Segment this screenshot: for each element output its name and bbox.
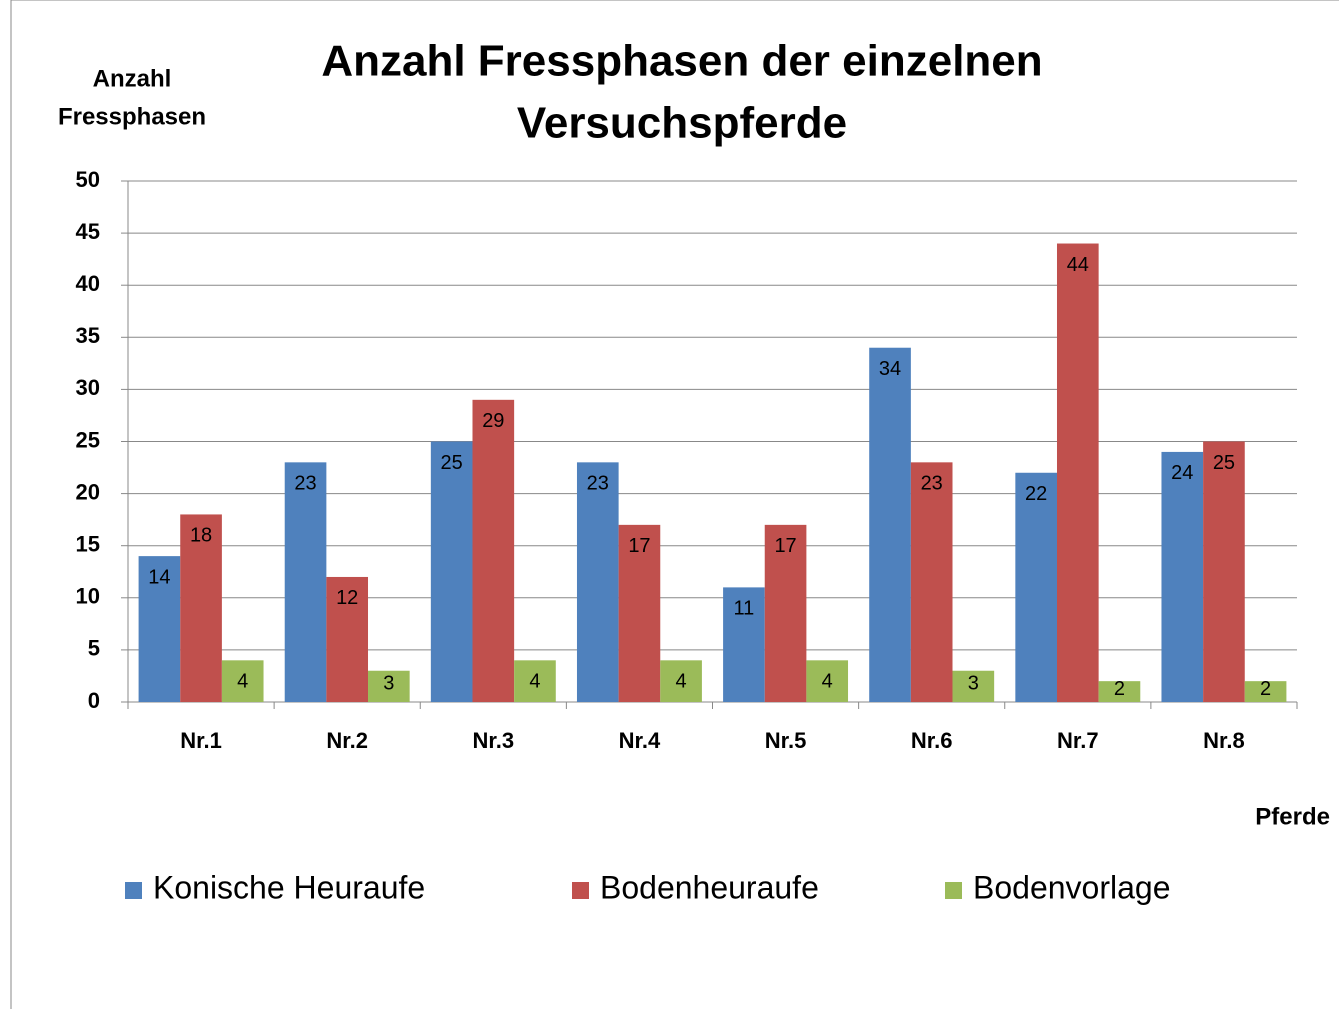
y-tick-label: 45	[76, 219, 100, 244]
bar	[1015, 472, 1057, 702]
x-tick-label: Nr.1	[180, 728, 222, 753]
bar	[326, 576, 369, 702]
data-label: 22	[1025, 483, 1047, 505]
x-tick-label: Nr.5	[765, 728, 807, 753]
data-label: 4	[676, 671, 687, 693]
data-label: 29	[482, 410, 504, 432]
bar	[1203, 441, 1245, 702]
y-tick-label: 30	[76, 375, 100, 400]
legend-swatch	[572, 882, 589, 899]
data-label: 25	[441, 452, 463, 474]
bar	[660, 660, 702, 702]
y-tick-label: 10	[76, 584, 100, 609]
legend-label: Bodenheuraufe	[600, 869, 819, 905]
bar	[806, 660, 849, 702]
data-label: 17	[628, 535, 650, 557]
chart-title: Versuchspferde	[517, 99, 847, 148]
data-label: 24	[1171, 462, 1193, 484]
data-label: 17	[774, 535, 796, 557]
data-label: 4	[529, 671, 540, 693]
data-label: 44	[1067, 254, 1089, 276]
y-tick-label: 40	[76, 271, 100, 296]
legend-label: Konische Heuraufe	[153, 869, 425, 905]
data-label: 23	[294, 473, 316, 495]
y-tick-label: 35	[76, 323, 100, 348]
y-tick-label: 50	[76, 167, 100, 192]
bar	[910, 462, 953, 702]
bar	[1161, 451, 1204, 702]
data-label: 2	[1114, 678, 1125, 700]
frame	[10, 0, 1339, 1009]
bar	[869, 347, 911, 702]
data-label: 11	[734, 598, 755, 620]
bar	[138, 556, 181, 702]
data-label: 12	[336, 587, 358, 609]
bar	[1098, 681, 1141, 702]
bar	[764, 524, 807, 702]
x-tick-label: Nr.2	[326, 728, 368, 753]
x-tick-label: Nr.7	[1057, 728, 1099, 753]
data-label: 3	[383, 673, 394, 695]
bar	[221, 660, 264, 702]
bar	[472, 399, 515, 702]
bar	[180, 514, 222, 702]
bar	[576, 462, 619, 702]
y-tick-label: 20	[76, 479, 100, 504]
x-tick-label: Nr.6	[911, 728, 953, 753]
legend-label: Bodenvorlage	[973, 869, 1170, 905]
y-tick-label: 0	[88, 688, 100, 713]
y-tick-label: 15	[76, 532, 100, 557]
y-tick-label: 5	[88, 636, 100, 661]
bar	[368, 670, 410, 702]
bar	[1244, 681, 1287, 702]
data-label: 34	[879, 358, 901, 380]
data-label: 18	[190, 525, 212, 547]
bar	[723, 587, 765, 702]
legend-swatch	[125, 882, 142, 899]
data-label: 23	[921, 473, 943, 495]
bar	[430, 441, 473, 702]
bar	[1056, 243, 1099, 702]
data-label: 3	[968, 673, 979, 695]
x-tick-label: Nr.4	[619, 728, 661, 753]
bar	[618, 524, 661, 702]
data-label: 4	[237, 671, 248, 693]
y-axis-label: Fressphasen	[58, 103, 206, 130]
y-tick-label: 25	[76, 427, 100, 452]
data-label: 25	[1213, 452, 1235, 474]
chart-title: Anzahl Fressphasen der einzelnen	[321, 37, 1042, 86]
data-label: 14	[148, 566, 170, 588]
data-label: 2	[1260, 678, 1271, 700]
bar	[514, 660, 556, 702]
y-axis-label: Anzahl	[93, 65, 172, 92]
data-label: 23	[587, 473, 609, 495]
x-tick-label: Nr.3	[473, 728, 515, 753]
bar	[952, 670, 995, 702]
bar	[284, 462, 327, 702]
x-axis-label: Pferde	[1255, 803, 1330, 830]
data-label: 4	[822, 671, 833, 693]
x-tick-label: Nr.8	[1203, 728, 1245, 753]
legend-swatch	[945, 882, 962, 899]
